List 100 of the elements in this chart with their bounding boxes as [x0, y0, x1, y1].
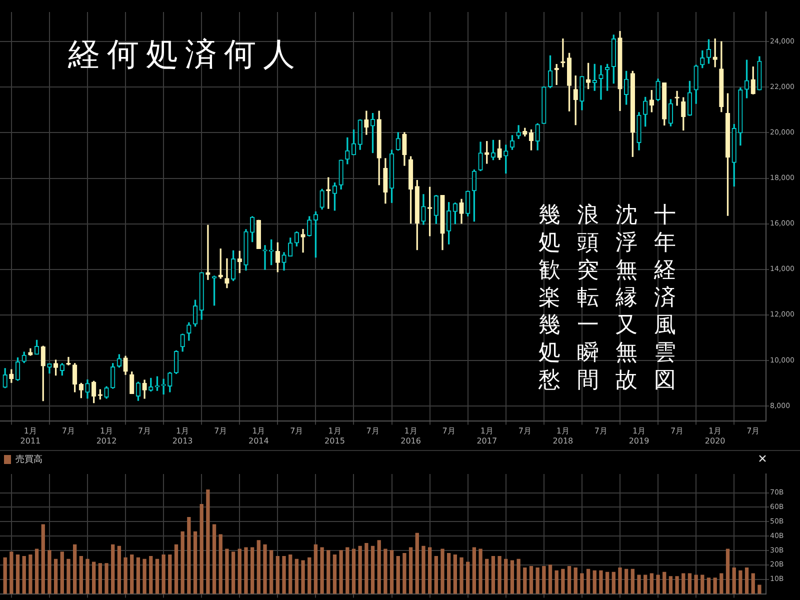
x-tick-label: 1月 2019: [628, 426, 650, 446]
bar: [231, 552, 236, 594]
bar: [554, 570, 558, 594]
bar: [668, 576, 673, 594]
text: 経何処済何人: [67, 36, 295, 72]
bar: [751, 573, 755, 594]
bar: [644, 574, 648, 594]
bar: [346, 547, 350, 594]
bar: [294, 558, 299, 594]
bar: [48, 550, 52, 594]
bar: [3, 557, 7, 594]
bar: [738, 570, 742, 594]
bar: [270, 550, 274, 594]
bar: [548, 564, 552, 594]
bar: [308, 557, 312, 594]
bar: [136, 557, 140, 594]
x-tick-label: 7月: [366, 426, 380, 436]
x-tick-label: 1月 2011: [20, 426, 41, 446]
bar: [402, 553, 406, 594]
bar: [200, 504, 204, 594]
bar: [288, 554, 292, 594]
bar: [250, 547, 254, 594]
bar: [662, 572, 666, 594]
bar: [675, 576, 679, 594]
bar: [491, 556, 496, 594]
x-tick-label: 1月 2020: [704, 426, 726, 446]
bar: [453, 554, 457, 594]
bar: [415, 532, 419, 594]
bar: [720, 573, 724, 594]
bar: [124, 557, 128, 594]
x-tick-label: 7月: [594, 426, 608, 436]
bar: [504, 558, 508, 594]
bar: [358, 546, 362, 594]
candlestick: [161, 378, 166, 394]
x-tick-label: 7月: [518, 426, 532, 436]
bar: [79, 556, 83, 594]
annotation: 浪頭突転一瞬間: [577, 202, 599, 392]
bar: [314, 544, 318, 594]
bar: [561, 568, 565, 594]
bar: [605, 572, 610, 594]
x-tick-label: 1月 2013: [172, 426, 193, 446]
bar: [225, 548, 229, 594]
x-tick-label: 1月 2012: [96, 426, 117, 446]
bar: [624, 568, 628, 594]
bar: [10, 552, 14, 594]
x-tick-label: 7月: [290, 426, 304, 436]
bar: [478, 548, 482, 594]
bar: [694, 574, 698, 594]
bar: [523, 567, 527, 594]
candlestick: [598, 65, 604, 100]
x-tick-label: 7月: [746, 426, 760, 436]
bar: [510, 560, 514, 594]
bar: [384, 548, 388, 594]
bar: [256, 540, 260, 594]
bar: [428, 547, 432, 594]
bar: [66, 558, 70, 594]
bar: [168, 554, 172, 594]
annotation: 十年経済風雲図: [653, 202, 676, 392]
bar: [16, 554, 20, 594]
bar: [370, 546, 375, 594]
bar: [22, 556, 26, 594]
bar: [630, 568, 634, 594]
bar: [364, 542, 368, 594]
x-tick-label: 7月: [138, 426, 152, 436]
x-tick-label: 1月 2018: [552, 426, 574, 446]
bar: [92, 562, 96, 594]
bar: [193, 531, 198, 594]
bar: [187, 516, 191, 594]
bar: [744, 567, 749, 594]
bar: [650, 573, 654, 594]
bar: [485, 558, 489, 594]
bar: [567, 566, 572, 594]
bar: [238, 548, 242, 594]
bar: [72, 544, 77, 594]
bar: [516, 558, 520, 594]
bar: [586, 568, 590, 594]
bar: [339, 550, 343, 594]
bar: [86, 558, 90, 594]
bar: [574, 567, 578, 594]
x-tick-label: 7月: [214, 426, 228, 436]
bar: [612, 572, 616, 594]
bar: [41, 524, 45, 594]
bar: [472, 547, 476, 594]
bar: [98, 563, 102, 594]
bar: [212, 524, 216, 594]
x-tick-label: 7月: [62, 426, 76, 436]
x-tick-label: 7月: [670, 426, 684, 436]
bar: [117, 546, 122, 594]
bar: [498, 556, 502, 594]
bar: [637, 574, 641, 594]
bar: [732, 567, 736, 594]
bar: [682, 573, 686, 594]
bar: [466, 562, 470, 594]
bar: [301, 560, 305, 594]
bar: [390, 550, 394, 594]
bar: [282, 556, 286, 594]
bar: [599, 570, 603, 594]
bar: [656, 574, 660, 594]
bar: [34, 548, 39, 594]
bar: [206, 490, 210, 594]
